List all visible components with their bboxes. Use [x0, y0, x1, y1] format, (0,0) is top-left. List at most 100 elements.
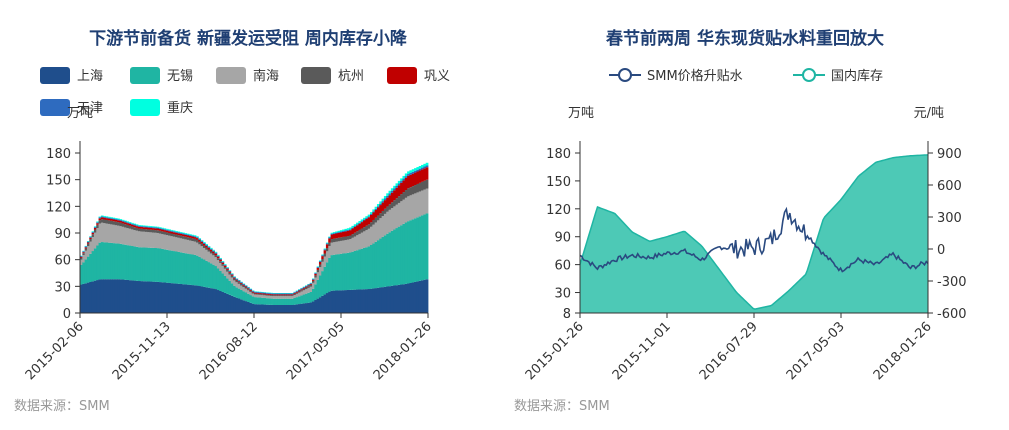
bar-segment [189, 234, 192, 235]
bar-segment [145, 227, 148, 228]
bar-segment [398, 184, 401, 186]
bar-segment [89, 236, 92, 237]
bar-segment [161, 228, 164, 229]
bar-segment [340, 232, 343, 233]
bar-segment [166, 230, 169, 231]
bar-segment [421, 169, 424, 181]
bar-segment [354, 226, 357, 227]
bar-segment [166, 232, 169, 235]
bar-segment [289, 293, 292, 294]
bar-segment [208, 248, 211, 250]
bar-segment [164, 235, 167, 250]
bar-segment [379, 204, 382, 205]
bar-segment [173, 283, 176, 313]
bar-segment [266, 294, 269, 295]
right-chart: 春节前两周 华东现货贴水料重回放大 SMM价格升贴水国内库存 万吨 元/吨 83… [523, 28, 967, 383]
bar-segment [307, 303, 310, 313]
bar-segment [205, 246, 208, 248]
bar-segment [115, 243, 118, 279]
bar-segment [361, 289, 364, 313]
bar-segment [405, 178, 408, 190]
bar-segment [131, 280, 134, 313]
bar-segment [282, 295, 285, 296]
legend-marker-1 [803, 69, 815, 81]
bar-segment [324, 250, 327, 253]
bar-segment [170, 283, 173, 313]
bar-segment [372, 225, 375, 244]
bar-segment [82, 284, 85, 313]
bar-segment [407, 221, 410, 283]
bar-segment [235, 279, 238, 280]
bar-segment [398, 181, 401, 184]
bar-segment [233, 277, 236, 278]
bar-segment [231, 277, 234, 283]
bar-segment [421, 182, 424, 191]
bar-segment [317, 299, 320, 313]
bar-segment [331, 291, 334, 313]
left-x-tick-3: 2017-05-05 [284, 319, 348, 383]
bar-segment [326, 293, 329, 313]
bar-segment [140, 226, 143, 227]
bar-segment [235, 287, 238, 297]
bar-segment [270, 305, 273, 313]
bar-segment [400, 181, 403, 183]
bar-segment [103, 242, 106, 279]
bar-segment [291, 293, 294, 294]
bar-segment [226, 268, 229, 269]
bar-segment [252, 291, 255, 292]
bar-segment [377, 208, 380, 216]
bar-segment [256, 293, 259, 294]
bar-segment [321, 256, 324, 259]
bar-segment [328, 237, 331, 238]
bar-segment [356, 224, 359, 225]
bar-segment [196, 240, 199, 243]
bar-segment [189, 254, 192, 285]
bar-segment [140, 227, 143, 229]
bar-segment [363, 231, 366, 248]
bar-segment [126, 225, 129, 228]
bar-segment [103, 279, 106, 313]
bar-segment [245, 287, 248, 288]
bar-segment [312, 289, 315, 302]
legend-label-3: 杭州 [338, 69, 364, 84]
bar-segment [289, 305, 292, 313]
bar-segment [275, 299, 278, 305]
bar-segment [338, 254, 341, 290]
bar-segment [275, 294, 278, 295]
bar-segment [407, 174, 410, 176]
bar-segment [154, 233, 157, 248]
bar-segment [87, 246, 90, 256]
legend-swatch-3 [301, 67, 331, 84]
bar-segment [117, 219, 120, 220]
bar-segment [312, 279, 315, 280]
bar-segment [319, 297, 322, 313]
bar-segment [317, 272, 320, 280]
bar-segment [354, 290, 357, 313]
bar-segment [338, 241, 341, 254]
bar-segment [349, 229, 352, 230]
bar-segment [231, 273, 234, 274]
bar-segment [266, 293, 269, 294]
bar-segment [222, 261, 225, 262]
bar-segment [212, 253, 215, 255]
bar-segment [310, 287, 313, 292]
bar-segment [386, 206, 389, 211]
bar-segment [108, 220, 111, 224]
bar-segment [370, 222, 373, 227]
bar-segment [129, 222, 132, 223]
bar-segment [419, 281, 422, 313]
bar-segment [349, 236, 352, 240]
bar-segment [342, 231, 345, 232]
bar-segment [365, 216, 368, 218]
bar-segment [333, 239, 336, 243]
bar-segment [235, 282, 238, 287]
bar-segment [263, 293, 266, 294]
right-legend: SMM价格升贴水国内库存 [609, 68, 883, 84]
bar-segment [365, 230, 368, 247]
bar-segment [92, 232, 95, 233]
bar-segment [157, 282, 160, 313]
bar-segment [140, 281, 143, 313]
bar-segment [175, 232, 178, 233]
bar-segment [124, 222, 127, 223]
bar-segment [247, 288, 250, 289]
